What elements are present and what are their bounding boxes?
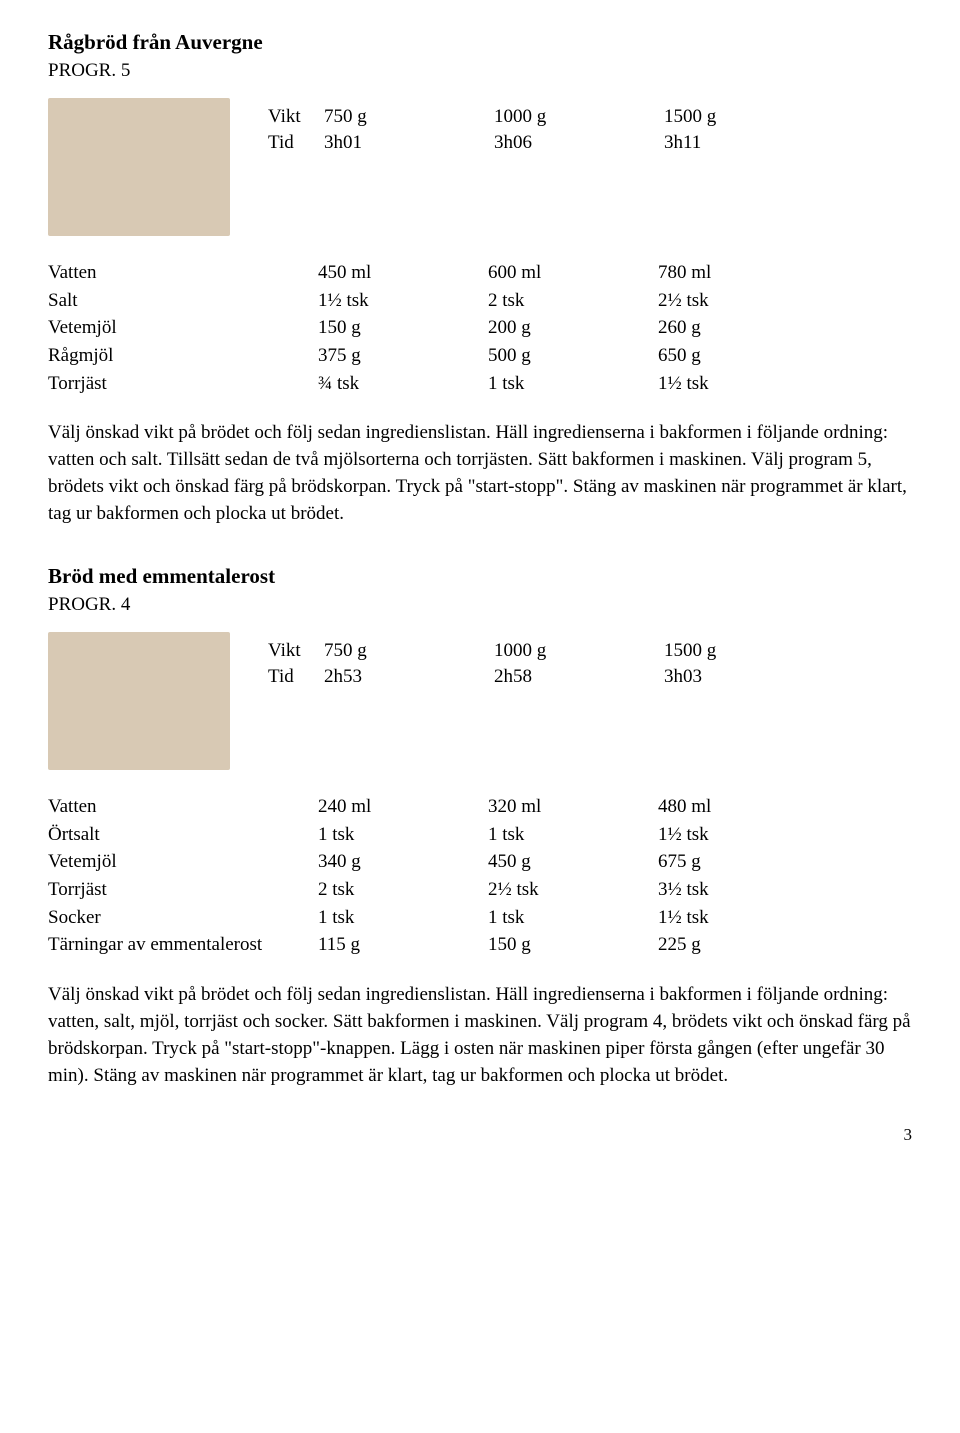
- recipe-program: PROGR. 5: [48, 58, 912, 84]
- cell: 1500 g: [664, 638, 834, 664]
- cell: 2 tsk: [318, 877, 488, 903]
- page-number: 3: [48, 1124, 912, 1147]
- weight-time-table: Vikt 750 g 1000 g 1500 g Tid 3h01 3h06 3…: [268, 104, 834, 155]
- row-label: Torrjäst: [48, 877, 318, 903]
- cell: 2h53: [324, 664, 494, 690]
- ingredients-table: Vatten 240 ml 320 ml 480 ml Örtsalt 1 ts…: [48, 794, 912, 958]
- cell: 1500 g: [664, 104, 834, 130]
- table-row: Vetemjöl 150 g 200 g 260 g: [48, 315, 912, 341]
- cell: 150 g: [488, 932, 658, 958]
- table-row: Salt 1½ tsk 2 tsk 2½ tsk: [48, 288, 912, 314]
- table-row: Tärningar av emmentalerost 115 g 150 g 2…: [48, 932, 912, 958]
- ingredients-table: Vatten 450 ml 600 ml 780 ml Salt 1½ tsk …: [48, 260, 912, 396]
- cell: 600 ml: [488, 260, 658, 286]
- cell: 2h58: [494, 664, 664, 690]
- recipe-1: Rågbröd från Auvergne PROGR. 5 Vikt 750 …: [48, 28, 912, 528]
- cell: 780 ml: [658, 260, 828, 286]
- row-label: Vikt: [268, 104, 324, 130]
- row-label: Vetemjöl: [48, 315, 318, 341]
- cell: 3h11: [664, 130, 834, 156]
- row-label: Socker: [48, 905, 318, 931]
- row-label: Vatten: [48, 794, 318, 820]
- table-row: Vikt 750 g 1000 g 1500 g: [268, 638, 834, 664]
- cell: 450 g: [488, 849, 658, 875]
- row-label: Torrjäst: [48, 371, 318, 397]
- cell: 675 g: [658, 849, 828, 875]
- recipe-header-row: Vikt 750 g 1000 g 1500 g Tid 2h53 2h58 3…: [48, 632, 912, 770]
- cell: 200 g: [488, 315, 658, 341]
- instructions: Välj önskad vikt på brödet och följ seda…: [48, 420, 912, 528]
- cell: 1000 g: [494, 104, 664, 130]
- recipe-image-placeholder: [48, 632, 230, 770]
- cell: 1 tsk: [318, 822, 488, 848]
- table-row: Rågmjöl 375 g 500 g 650 g: [48, 343, 912, 369]
- table-row: Socker 1 tsk 1 tsk 1½ tsk: [48, 905, 912, 931]
- row-label: Örtsalt: [48, 822, 318, 848]
- cell: 3½ tsk: [658, 877, 828, 903]
- cell: 1 tsk: [318, 905, 488, 931]
- cell: 2½ tsk: [658, 288, 828, 314]
- cell: 650 g: [658, 343, 828, 369]
- table-row: Tid 3h01 3h06 3h11: [268, 130, 834, 156]
- cell: 1 tsk: [488, 822, 658, 848]
- recipe-image-placeholder: [48, 98, 230, 236]
- row-label: Vetemjöl: [48, 849, 318, 875]
- cell: 480 ml: [658, 794, 828, 820]
- row-label: Vikt: [268, 638, 324, 664]
- table-row: Vetemjöl 340 g 450 g 675 g: [48, 849, 912, 875]
- weight-time-table: Vikt 750 g 1000 g 1500 g Tid 2h53 2h58 3…: [268, 638, 834, 689]
- cell: 2 tsk: [488, 288, 658, 314]
- cell: 1½ tsk: [658, 371, 828, 397]
- cell: 1½ tsk: [658, 822, 828, 848]
- table-row: Örtsalt 1 tsk 1 tsk 1½ tsk: [48, 822, 912, 848]
- cell: 750 g: [324, 638, 494, 664]
- cell: 115 g: [318, 932, 488, 958]
- cell: 240 ml: [318, 794, 488, 820]
- row-label: Tärningar av emmentalerost: [48, 932, 318, 958]
- cell: 3h01: [324, 130, 494, 156]
- cell: 340 g: [318, 849, 488, 875]
- instructions: Välj önskad vikt på brödet och följ seda…: [48, 982, 912, 1090]
- table-row: Vatten 240 ml 320 ml 480 ml: [48, 794, 912, 820]
- table-row: Torrjäst 2 tsk 2½ tsk 3½ tsk: [48, 877, 912, 903]
- row-label: Rågmjöl: [48, 343, 318, 369]
- row-label: Tid: [268, 664, 324, 690]
- table-row: Tid 2h53 2h58 3h03: [268, 664, 834, 690]
- recipe-title: Bröd med emmentalerost: [48, 562, 912, 590]
- table-row: Vikt 750 g 1000 g 1500 g: [268, 104, 834, 130]
- cell: ¾ tsk: [318, 371, 488, 397]
- recipe-header-row: Vikt 750 g 1000 g 1500 g Tid 3h01 3h06 3…: [48, 98, 912, 236]
- row-label: Vatten: [48, 260, 318, 286]
- cell: 1000 g: [494, 638, 664, 664]
- row-label: Tid: [268, 130, 324, 156]
- cell: 3h06: [494, 130, 664, 156]
- cell: 1 tsk: [488, 371, 658, 397]
- cell: 225 g: [658, 932, 828, 958]
- table-row: Torrjäst ¾ tsk 1 tsk 1½ tsk: [48, 371, 912, 397]
- recipe-program: PROGR. 4: [48, 592, 912, 618]
- cell: 1½ tsk: [658, 905, 828, 931]
- cell: 3h03: [664, 664, 834, 690]
- cell: 150 g: [318, 315, 488, 341]
- recipe-title: Rågbröd från Auvergne: [48, 28, 912, 56]
- row-label: Salt: [48, 288, 318, 314]
- cell: 450 ml: [318, 260, 488, 286]
- cell: 2½ tsk: [488, 877, 658, 903]
- cell: 320 ml: [488, 794, 658, 820]
- cell: 1 tsk: [488, 905, 658, 931]
- cell: 750 g: [324, 104, 494, 130]
- cell: 1½ tsk: [318, 288, 488, 314]
- table-row: Vatten 450 ml 600 ml 780 ml: [48, 260, 912, 286]
- cell: 500 g: [488, 343, 658, 369]
- recipe-2: Bröd med emmentalerost PROGR. 4 Vikt 750…: [48, 562, 912, 1090]
- cell: 260 g: [658, 315, 828, 341]
- cell: 375 g: [318, 343, 488, 369]
